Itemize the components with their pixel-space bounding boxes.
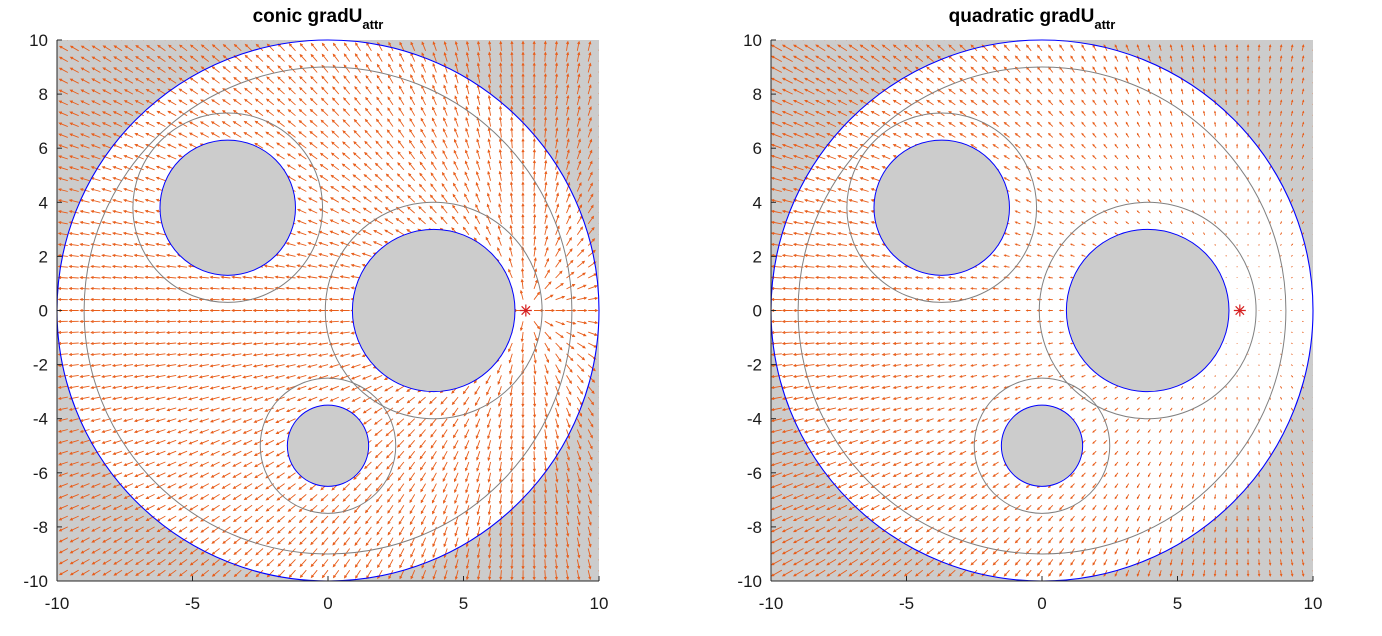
y-tick-label: 0 [39, 302, 48, 321]
chart-title: conic gradUattr [253, 6, 384, 32]
y-tick-label: -4 [33, 410, 48, 429]
y-tick-label: 10 [29, 31, 48, 50]
x-tick-label: -5 [899, 594, 914, 613]
x-tick-label: 10 [1304, 594, 1323, 613]
y-tick-label: 10 [743, 31, 762, 50]
y-tick-label: 2 [39, 247, 48, 266]
x-tick-label: 5 [459, 594, 468, 613]
obstacle-1-contour [846, 112, 1038, 303]
x-tick-label: -10 [759, 594, 784, 613]
chart-title-main: conic gradU [253, 6, 363, 27]
y-tick-label: -2 [747, 356, 762, 375]
chart-title-subscript: attr [362, 17, 383, 32]
x-tick-label: 0 [1037, 594, 1046, 613]
y-tick-label: 6 [753, 139, 762, 158]
obstacle-2-contour [324, 201, 543, 420]
y-tick-label: -10 [23, 572, 48, 591]
obstacle-1-contour [132, 112, 324, 303]
obstacle-3-contour [973, 377, 1111, 514]
y-tick-label: -10 [737, 572, 762, 591]
chart-title: quadratic gradUattr [949, 6, 1116, 32]
goal-marker [1233, 304, 1246, 317]
obstacle-3 [1000, 404, 1084, 487]
obstacle-2 [351, 228, 516, 393]
obstacle-3-contour [259, 377, 397, 514]
quadratic-gradient-plot: -10 -5 0 5 10 -10 -8 -6 -4 -2 0 2 4 6 8 10 quadratic gra… [737, 6, 1322, 613]
obstacle-1 [159, 139, 296, 276]
obstacle-3 [286, 404, 370, 487]
chart-title-main: quadratic gradU [949, 6, 1095, 27]
obstacle-2 [1065, 228, 1230, 393]
conic-gradient-plot: -10 -5 0 5 10 -10 -8 -6 -4 -2 0 2 4 6 8 10 conic gradUat… [23, 6, 608, 613]
y-tick-label: -6 [33, 464, 48, 483]
y-tick-label: 0 [753, 302, 762, 321]
obstacle-2-contour [1038, 201, 1257, 420]
x-tick-label: 0 [323, 594, 332, 613]
y-tick-label: -6 [747, 464, 762, 483]
y-tick-label: -2 [33, 356, 48, 375]
x-tick-label: 10 [590, 594, 609, 613]
x-tick-label: -10 [45, 594, 70, 613]
chart-title-subscript: attr [1094, 17, 1115, 32]
y-tick-label: -8 [33, 518, 48, 537]
x-tick-label: -5 [185, 594, 200, 613]
goal-marker [519, 304, 532, 317]
workspace-contour [797, 66, 1287, 555]
y-tick-label: 4 [753, 193, 762, 212]
y-tick-label: 6 [39, 139, 48, 158]
y-tick-label: -4 [747, 410, 762, 429]
y-tick-label: 4 [39, 193, 48, 212]
obstacle-1 [873, 139, 1010, 276]
y-tick-label: 8 [753, 85, 762, 104]
y-tick-label: -8 [747, 518, 762, 537]
x-tick-label: 5 [1173, 594, 1182, 613]
workspace-contour [83, 66, 573, 555]
y-tick-label: 8 [39, 85, 48, 104]
y-tick-label: 2 [753, 247, 762, 266]
